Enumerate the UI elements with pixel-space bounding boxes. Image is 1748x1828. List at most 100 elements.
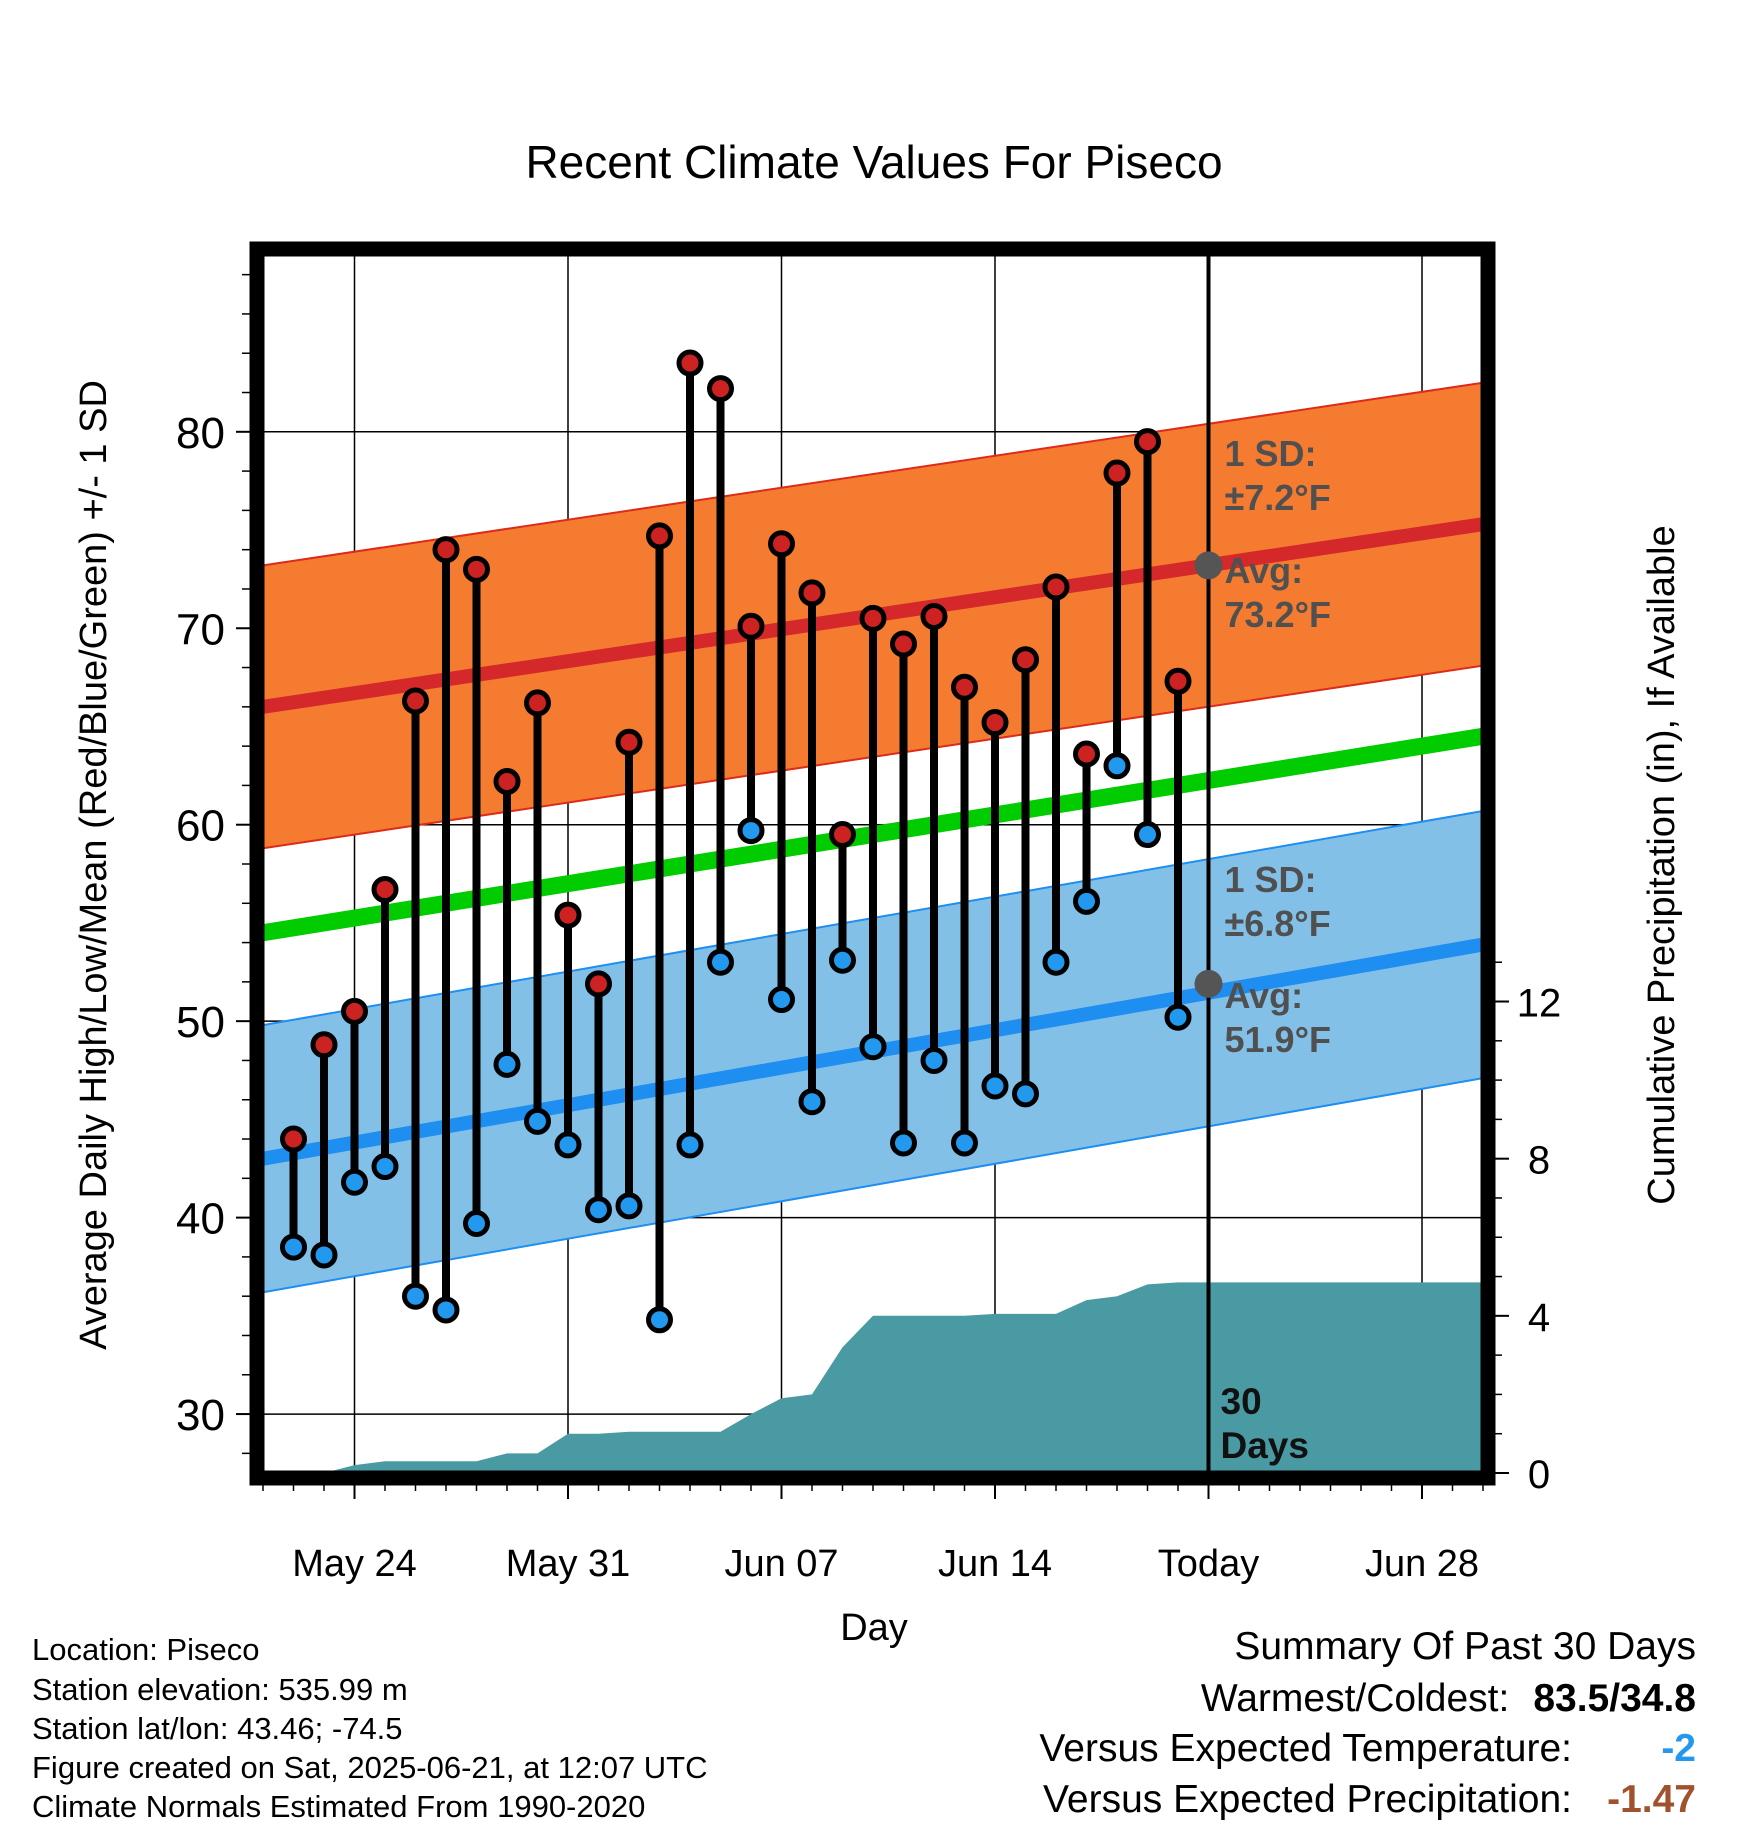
high-avg-label: Avg: (1225, 550, 1304, 591)
y-tick-label: 70 (176, 605, 225, 654)
low-point (432, 1296, 460, 1324)
low-point (859, 1033, 887, 1061)
y-tick-label: 60 (176, 802, 225, 851)
high-point (829, 821, 856, 849)
y2-tick-label: 4 (1528, 1296, 1550, 1340)
low-point (1012, 1080, 1039, 1108)
high-point (371, 876, 399, 904)
high-point (1164, 667, 1192, 695)
high-point (920, 602, 948, 630)
summary-temp-row: Versus Expected Temperature: -2 (1039, 1729, 1696, 1768)
low-point (1103, 752, 1131, 780)
low-point (829, 946, 856, 974)
plot-frame (249, 241, 1496, 1486)
info-created: Figure created on Sat, 2025-06-21, at 12… (32, 1750, 708, 1785)
window-label-days: Days (1221, 1425, 1309, 1466)
info-normals: Climate Normals Estimated From 1990-2020 (32, 1789, 646, 1824)
high-avg-value: 73.2°F (1225, 594, 1331, 635)
low-avg-label: Avg: (1225, 975, 1304, 1016)
low-point (554, 1131, 582, 1159)
high-point (951, 673, 978, 701)
info-location: Location: Piseco (32, 1632, 260, 1667)
x-tick-label: Today (1158, 1543, 1259, 1585)
high-point (676, 349, 704, 377)
summary-precip-row: Versus Expected Precipitation: -1.47 (1043, 1780, 1696, 1819)
high-point (1042, 573, 1070, 601)
chart-title: Recent Climate Values For Piseco (525, 136, 1222, 188)
low-point (1073, 887, 1100, 915)
summary-warm-cold-value: 83.5/34.8 (1533, 1677, 1696, 1720)
low-point (585, 1196, 612, 1224)
low-point (676, 1131, 704, 1159)
low-point (463, 1210, 490, 1238)
y-tick-label: 40 (176, 1195, 225, 1244)
high-sd-upper-edge (263, 381, 1483, 567)
high-point (646, 522, 673, 550)
info-elevation: Station elevation: 535.99 m (32, 1672, 408, 1707)
summary-temp-value: -2 (1661, 1727, 1696, 1770)
summary-heading: Summary Of Past 30 Days (1234, 1625, 1696, 1668)
high-point (554, 901, 582, 929)
high-point (859, 604, 887, 632)
high-point (798, 579, 826, 607)
low-point (341, 1168, 368, 1196)
high-point (280, 1125, 307, 1153)
x-tick-label: Jun 28 (1365, 1543, 1479, 1585)
y2-tick-label: 8 (1528, 1139, 1550, 1183)
low-point (1042, 948, 1070, 976)
low-point (1164, 1003, 1192, 1031)
low-point (493, 1050, 521, 1078)
low-point (768, 986, 795, 1014)
high-point (524, 689, 551, 717)
high-point (1103, 459, 1131, 487)
summary-warm-cold-row: Warmest/Coldest: 83.5/34.8 (1201, 1679, 1696, 1718)
today-high-average-marker (1194, 551, 1223, 580)
low-point (951, 1129, 978, 1157)
low-point (920, 1046, 948, 1074)
low-avg-value: 51.9°F (1225, 1019, 1331, 1060)
low-point (1134, 821, 1161, 849)
high-sd-label: 1 SD: (1225, 433, 1317, 474)
low-sd-lower-edge (263, 1077, 1483, 1294)
high-point (1073, 740, 1100, 768)
summary-precip-label: Versus Expected Precipitation: (1043, 1778, 1572, 1821)
high-point (707, 375, 734, 403)
high-point (615, 728, 643, 756)
low-point (615, 1192, 643, 1220)
high-point (463, 555, 490, 583)
low-point (737, 817, 765, 845)
info-latlon: Station lat/lon: 43.46; -74.5 (32, 1711, 403, 1746)
low-point (707, 948, 734, 976)
precipitation-area (263, 1282, 1483, 1473)
low-point (981, 1072, 1009, 1100)
low-point (524, 1107, 551, 1135)
low-point (646, 1306, 673, 1334)
summary-precip-value: -1.47 (1607, 1778, 1696, 1821)
high-point (585, 970, 612, 998)
y2-axis-label: Cumulative Precipitation (in), If Availa… (1641, 525, 1683, 1204)
low-point (798, 1088, 826, 1116)
low-point (890, 1129, 917, 1157)
y-tick-label: 50 (176, 998, 225, 1047)
y2-tick-label: 12 (1517, 982, 1562, 1026)
high-point (1012, 646, 1039, 674)
high-point (768, 530, 795, 558)
low-point (310, 1241, 338, 1269)
x-tick-label: Jun 07 (724, 1543, 838, 1585)
x-tick-label: Jun 14 (938, 1543, 1052, 1585)
low-sd-value: ±6.8°F (1225, 903, 1331, 944)
high-point (981, 709, 1009, 737)
low-point (402, 1282, 429, 1310)
y-axis-label: Average Daily High/Low/Mean (Red/Blue/Gr… (73, 380, 115, 1350)
low-point (280, 1233, 307, 1261)
summary-temp-label: Versus Expected Temperature: (1039, 1727, 1572, 1770)
high-point (432, 536, 460, 564)
high-point (402, 687, 429, 715)
x-tick-label: May 24 (292, 1543, 417, 1585)
y2-tick-label: 0 (1528, 1453, 1550, 1497)
high-sd-value: ±7.2°F (1225, 477, 1331, 518)
x-axis-label: Day (840, 1607, 908, 1649)
high-point (341, 997, 368, 1025)
high-point (1134, 428, 1161, 456)
